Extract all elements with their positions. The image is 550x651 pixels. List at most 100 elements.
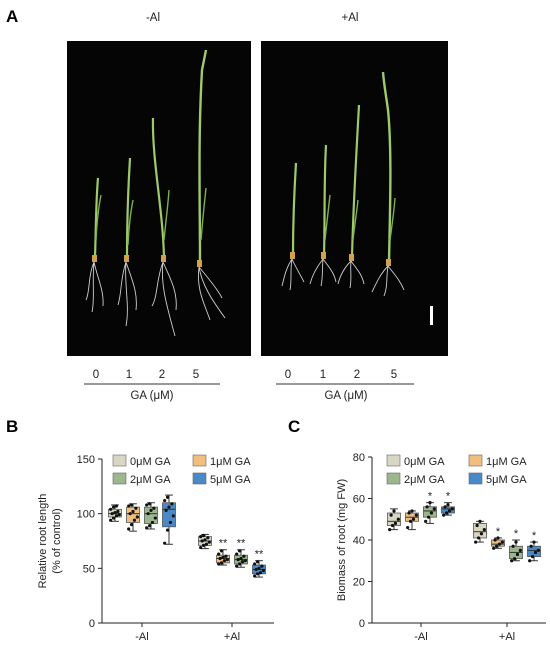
data-point — [163, 541, 167, 545]
data-point — [428, 501, 432, 505]
data-point — [393, 521, 398, 526]
box-1-m-ga-plus-al: * — [491, 526, 505, 550]
box-iqr — [144, 506, 158, 524]
data-point — [450, 507, 454, 511]
legend-swatch — [112, 472, 127, 485]
data-point — [145, 526, 149, 530]
data-point — [127, 504, 131, 508]
data-point — [131, 509, 135, 514]
data-point — [145, 503, 149, 507]
seedling — [337, 104, 365, 289]
data-point — [170, 502, 174, 506]
legend-swatch — [468, 472, 483, 485]
data-point — [442, 513, 446, 517]
data-point — [217, 552, 221, 556]
data-point — [511, 544, 515, 548]
data-point — [432, 507, 436, 511]
box-0-m-ga-minus-al — [387, 508, 401, 532]
data-point — [482, 528, 486, 532]
data-point — [109, 518, 113, 522]
box-5-m-ga-plus-al: * — [527, 530, 541, 563]
data-point — [426, 515, 431, 519]
data-point — [407, 511, 411, 515]
significance-mark: ** — [255, 549, 264, 561]
significance-mark: * — [428, 491, 433, 503]
data-point — [257, 566, 261, 570]
photo-plus-al — [261, 41, 448, 356]
x-tick-label: +Al — [224, 631, 240, 643]
y-tick-label: 150 — [77, 454, 95, 466]
data-point — [149, 508, 153, 512]
significance-mark: * — [514, 528, 519, 540]
y-tick-label: 60 — [353, 494, 365, 506]
y-tick-label: 100 — [77, 509, 95, 521]
y-tick-label: 50 — [83, 563, 95, 575]
box-2-m-ga-plus-al: * — [509, 528, 523, 563]
legend-label: 0μM GA — [130, 456, 171, 468]
data-point — [475, 523, 479, 528]
data-point — [254, 567, 258, 572]
data-point — [224, 554, 228, 558]
legend-item: 1μM GA — [468, 454, 527, 468]
legend-label: 5μM GA — [210, 474, 251, 486]
data-point — [206, 536, 210, 540]
box-0-m-ga-minus-al — [108, 504, 122, 522]
y-axis-label: (% of control) — [51, 508, 63, 573]
data-point — [239, 556, 243, 561]
data-point — [165, 528, 170, 532]
data-point — [128, 512, 132, 516]
box-2-m-ga-plus-al: ** — [234, 538, 248, 568]
dose-labels-left: 0 1 2 5 GA (μM) — [84, 369, 220, 402]
data-point — [500, 540, 504, 544]
data-point — [200, 539, 204, 543]
legend-item: 5μM GA — [468, 472, 527, 486]
seedling — [85, 177, 104, 313]
data-point — [201, 543, 206, 547]
legend-item: 1μM GA — [192, 454, 251, 468]
data-point — [171, 514, 175, 518]
data-point — [444, 511, 449, 515]
dose-label: 1 — [126, 369, 132, 381]
data-point — [221, 555, 225, 560]
seedling — [151, 117, 177, 337]
data-point — [117, 513, 121, 517]
y-tick-label: 40 — [353, 535, 365, 547]
dose-label: 2 — [159, 369, 165, 381]
data-point — [235, 564, 239, 568]
data-point — [261, 568, 265, 573]
legend-swatch — [386, 454, 401, 467]
data-point — [237, 562, 242, 566]
data-point — [222, 559, 227, 563]
legend-swatch — [468, 454, 483, 467]
data-point — [260, 564, 264, 568]
box-5-m-ga-minus-al: * — [441, 491, 455, 517]
data-point — [532, 540, 536, 544]
data-point — [167, 505, 171, 509]
data-point — [111, 505, 116, 509]
data-point — [410, 509, 414, 513]
data-point — [496, 536, 500, 540]
data-point — [150, 520, 155, 525]
data-point — [207, 540, 211, 544]
data-point — [493, 538, 497, 542]
data-point — [243, 559, 247, 563]
legend-label: 5μM GA — [486, 474, 527, 486]
box-iqr — [126, 506, 140, 523]
data-point — [497, 542, 502, 546]
legend-label: 1μM GA — [210, 456, 251, 468]
data-point — [135, 515, 139, 519]
data-point — [494, 544, 499, 548]
box-1-m-ga-plus-al: ** — [216, 538, 230, 566]
data-point — [199, 535, 203, 539]
y-tick-label: 0 — [359, 618, 365, 630]
box-0-m-ga-plus-al — [473, 519, 487, 544]
data-point — [425, 505, 429, 509]
data-point — [429, 511, 434, 515]
dose-label: 1 — [320, 369, 326, 381]
data-point — [114, 514, 119, 518]
data-point — [536, 548, 540, 552]
legend-swatch — [386, 472, 401, 485]
data-point — [392, 509, 396, 513]
data-point — [528, 559, 532, 563]
